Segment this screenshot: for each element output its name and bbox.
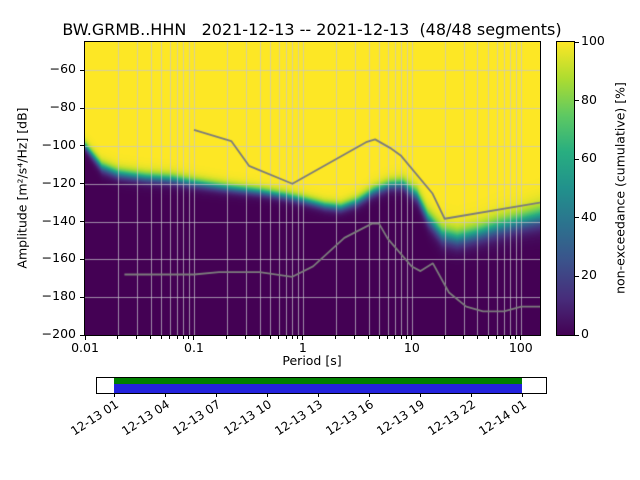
x-tick-label: 10	[403, 340, 420, 355]
x-minor-tick-mark	[444, 336, 446, 339]
chart-title: BW.GRMB..HHN 2021-12-13 -- 2021-12-13 (4…	[62, 20, 562, 39]
colorbar-tick-label: 80	[581, 91, 597, 107]
colorbar	[556, 41, 575, 336]
x-minor-tick-mark	[278, 336, 280, 339]
x-tick-mark	[520, 336, 522, 340]
x-minor-tick-mark	[368, 336, 369, 339]
x-minor-tick-mark	[245, 336, 247, 339]
x-tick-mark	[411, 336, 413, 340]
timeline-tick-mark	[164, 394, 166, 397]
x-tick-mark	[302, 336, 304, 340]
x-minor-tick-mark	[160, 336, 162, 339]
x-minor-tick-mark	[354, 336, 356, 339]
x-minor-tick-mark	[387, 336, 389, 339]
x-minor-tick-mark	[226, 336, 228, 339]
timeline-tick-mark	[470, 394, 472, 397]
timeline-tick-mark	[215, 394, 217, 397]
x-minor-tick-mark	[487, 336, 489, 339]
y-tick-label: −180	[41, 288, 76, 304]
colorbar-tick-mark	[575, 100, 579, 102]
colorbar-tick-mark	[575, 275, 579, 277]
x-tick-mark	[193, 336, 195, 340]
x-minor-tick-mark	[297, 336, 299, 339]
timeline-bar	[96, 377, 547, 394]
colorbar-tick-mark	[575, 41, 579, 43]
x-minor-tick-mark	[406, 336, 408, 339]
colorbar-tick-label: 0	[581, 326, 589, 341]
timeline-tick-mark	[419, 394, 421, 397]
x-minor-tick-mark	[182, 336, 184, 339]
x-minor-tick-mark	[117, 336, 119, 339]
x-minor-tick-mark	[259, 336, 261, 339]
y-tick-label: −100	[41, 136, 76, 152]
y-tick-mark	[80, 183, 84, 185]
colorbar-tick-label: 60	[581, 150, 597, 166]
x-tick-mark	[84, 336, 86, 340]
timeline-tick-mark	[368, 394, 370, 397]
x-axis-label: Period [s]	[282, 353, 342, 368]
x-tick-label: 0.01	[71, 340, 99, 355]
x-minor-tick-mark	[169, 336, 171, 339]
x-tick-label: 100	[508, 340, 533, 355]
y-tick-label: −200	[41, 326, 76, 341]
x-minor-tick-mark	[150, 336, 152, 339]
x-minor-tick-mark	[378, 336, 380, 339]
x-minor-tick-mark	[394, 336, 396, 339]
y-tick-label: −160	[41, 250, 76, 266]
colorbar-tick-label: 20	[581, 267, 597, 283]
y-tick-label: −120	[41, 174, 76, 190]
colorbar-tick-mark	[575, 334, 579, 336]
x-minor-tick-mark	[176, 336, 178, 339]
colorbar-tick-label: 40	[581, 208, 597, 224]
colorbar-tick-label: 100	[581, 33, 605, 48]
timeline-tick-mark	[317, 394, 319, 397]
x-minor-tick-mark	[476, 336, 478, 339]
x-minor-tick-mark	[515, 336, 517, 339]
x-minor-tick-mark	[463, 336, 465, 339]
x-minor-tick-mark	[285, 336, 287, 339]
y-tick-label: −60	[49, 61, 76, 77]
x-tick-label: 1	[298, 340, 307, 355]
y-tick-mark	[80, 145, 84, 147]
x-minor-tick-mark	[503, 336, 505, 339]
y-tick-mark	[80, 107, 84, 109]
y-tick-label: −140	[41, 212, 76, 228]
ppsd-heatmap-canvas	[85, 42, 540, 335]
y-tick-mark	[80, 221, 84, 223]
x-minor-tick-mark	[291, 336, 293, 339]
y-tick-mark	[80, 69, 84, 71]
x-minor-tick-mark	[509, 336, 511, 339]
y-tick-mark	[80, 296, 84, 298]
timeline-tick-mark	[521, 394, 523, 397]
x-tick-label: 0.1	[184, 340, 204, 355]
x-minor-tick-mark	[496, 336, 498, 339]
x-minor-tick-mark	[335, 336, 337, 339]
timeline-tick-mark	[113, 394, 115, 397]
colorbar-tick-mark	[575, 158, 579, 160]
y-tick-label: −80	[49, 99, 76, 115]
timeline-coverage-green	[114, 378, 523, 384]
colorbar-label: non-exceedance (cumulative) [%]	[612, 82, 628, 294]
x-minor-tick-mark	[188, 336, 190, 339]
x-minor-tick-mark	[269, 336, 271, 339]
x-minor-tick-mark	[400, 336, 402, 339]
colorbar-tick-mark	[575, 217, 579, 219]
x-minor-tick-mark	[136, 336, 138, 339]
y-tick-mark	[80, 334, 84, 336]
y-tick-mark	[80, 258, 84, 260]
timeline-coverage-blue	[114, 384, 523, 393]
timeline-tick-mark	[266, 394, 268, 397]
plot-area	[84, 41, 541, 336]
